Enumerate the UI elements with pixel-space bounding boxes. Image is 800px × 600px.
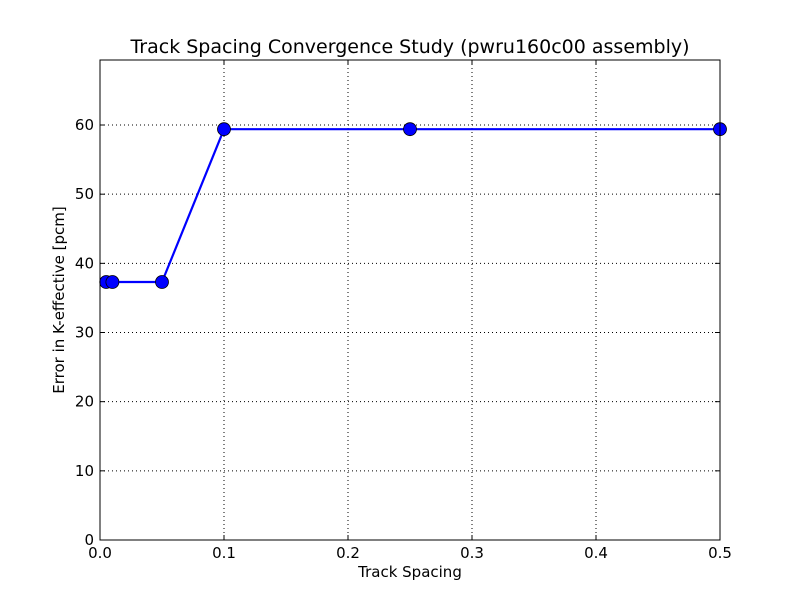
data-point	[217, 122, 231, 137]
y-tick-label: 60	[75, 116, 94, 134]
x-tick-label: 0.3	[460, 544, 484, 562]
y-axis-label: Error in K-effective [pcm]	[50, 206, 68, 394]
y-tick-label: 40	[75, 254, 94, 272]
data-point	[105, 275, 120, 289]
tick-labels: 0.0 0.1 0.2 0.3 0.4 0.5 0 10 20 30 40 50 60	[75, 116, 732, 562]
y-tick-label: 20	[75, 393, 94, 411]
data-point	[155, 275, 169, 289]
y-tick-label: 10	[75, 462, 94, 480]
y-tick-label: 0	[84, 531, 94, 549]
x-tick-label: 0.0	[88, 544, 112, 562]
x-tick-label: 0.5	[708, 544, 732, 562]
grid	[100, 60, 720, 540]
chart-title: Track Spacing Convergence Study (pwru160…	[129, 36, 689, 58]
x-axis-label: Track Spacing	[357, 563, 462, 581]
x-tick-label: 0.2	[336, 544, 360, 562]
x-tick-label: 0.1	[212, 544, 236, 562]
data-point	[403, 122, 417, 137]
series-layer	[99, 122, 727, 289]
y-tick-label: 50	[75, 185, 94, 203]
y-tick-label: 30	[75, 324, 94, 342]
x-tick-label: 0.4	[584, 544, 608, 562]
plot-frame	[99, 59, 721, 541]
series-line	[106, 128, 720, 284]
